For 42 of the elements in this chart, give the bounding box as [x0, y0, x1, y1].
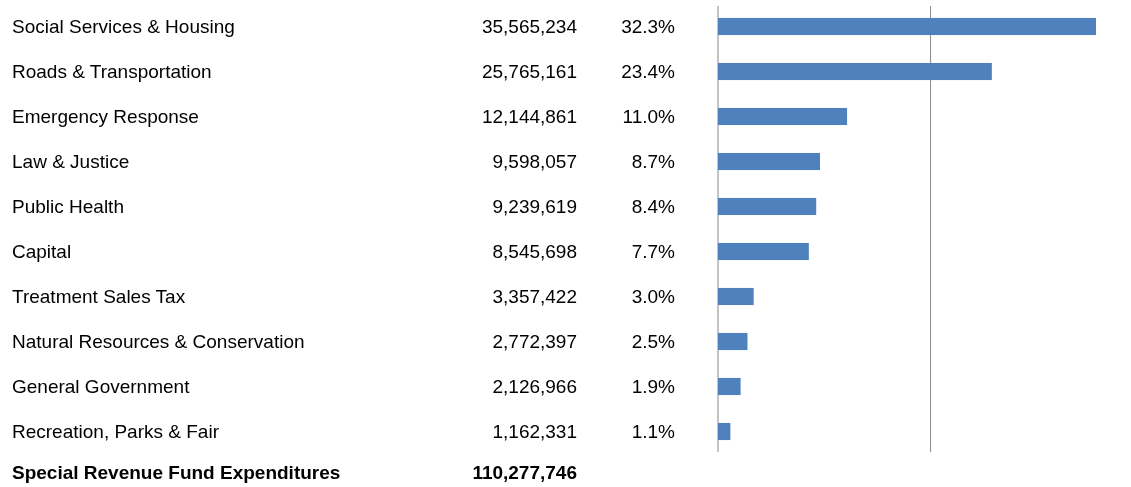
y-tick-label: Law & Justice — [12, 151, 130, 173]
y-tick-label: General Government — [12, 376, 191, 398]
bar — [718, 332, 748, 351]
bar — [718, 422, 731, 441]
text: 110,277,746 — [472, 461, 577, 483]
bar — [718, 17, 1096, 36]
y-tick-label: Natural Resources & Conservation — [12, 331, 305, 353]
text: 7.7% — [631, 241, 676, 263]
text: 8.7% — [631, 151, 676, 173]
bar — [718, 377, 741, 396]
text: 2.5% — [631, 331, 676, 353]
bar — [718, 242, 809, 261]
text: 11.0% — [622, 106, 676, 128]
y-tick-label: Public Health — [12, 196, 124, 218]
y-tick-label: Recreation, Parks & Fair — [12, 421, 220, 443]
text: 8.4% — [631, 196, 676, 218]
y-tick-label: Treatment Sales Tax — [12, 286, 186, 308]
text: 1.9% — [631, 376, 676, 398]
bar — [718, 197, 817, 216]
y-tick-label: Emergency Response — [12, 106, 199, 128]
data-label: 8,545,698 — [492, 241, 577, 263]
bar — [718, 62, 992, 81]
text: 23.4% — [621, 61, 676, 83]
text: 32.3% — [621, 16, 676, 38]
bar — [718, 287, 754, 306]
text: 3.0% — [631, 286, 676, 308]
bar — [718, 107, 848, 126]
data-label: 12,144,861 — [481, 106, 577, 128]
data-label: 1,162,331 — [492, 421, 577, 443]
data-label: 35,565,234 — [481, 16, 578, 38]
y-tick-label: Capital — [12, 241, 72, 263]
text: Special Revenue Fund Expenditures — [12, 461, 341, 483]
data-label: 25,765,161 — [481, 61, 577, 83]
y-tick-label: Social Services & Housing — [12, 16, 235, 38]
data-label: 9,598,057 — [492, 151, 577, 173]
data-label: 2,126,966 — [492, 376, 577, 398]
data-label: 2,772,397 — [492, 331, 577, 353]
y-tick-label: Roads & Transportation — [12, 61, 212, 83]
data-label: 9,239,619 — [492, 196, 577, 218]
bar — [718, 152, 821, 171]
text: 1.1% — [631, 421, 676, 443]
data-label: 3,357,422 — [492, 286, 577, 308]
